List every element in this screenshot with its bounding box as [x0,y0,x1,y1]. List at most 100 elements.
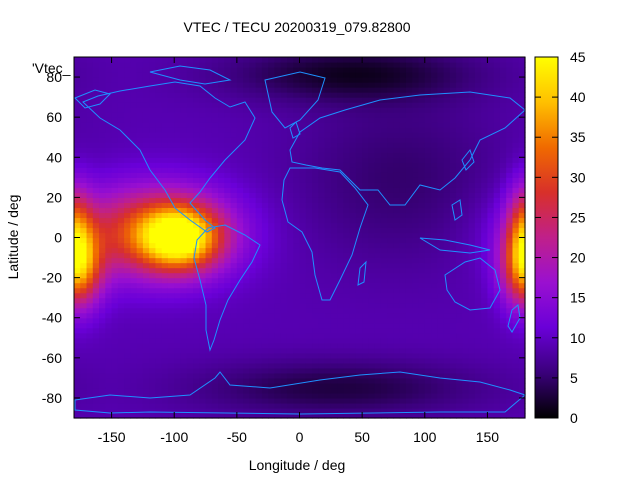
heatmap-cell [261,262,269,269]
heatmap-cell [249,322,257,329]
heatmap-cell [117,242,125,249]
heatmap-cell [468,412,476,419]
heatmap-cell [506,297,514,304]
heatmap-cell [218,392,225,399]
heatmap-cell [199,167,207,173]
heatmap-cell [330,297,338,304]
heatmap-cell [255,117,263,123]
heatmap-cell [167,402,175,409]
heatmap-cell [293,82,301,88]
heatmap-cell [255,262,263,269]
heatmap-cell [449,87,457,93]
heatmap-cell [293,377,301,384]
heatmap-cell [80,327,88,334]
heatmap-cell [180,342,188,349]
heatmap-cell [362,412,369,419]
heatmap-cell [299,67,307,73]
heatmap-cell [161,342,169,349]
heatmap-cell [149,242,157,249]
heatmap-cell [236,397,244,404]
heatmap-cell [449,412,457,419]
heatmap-cell [299,262,307,269]
heatmap-cell [374,347,382,354]
heatmap-cell [243,217,250,224]
heatmap-cell [387,152,395,158]
heatmap-cell [412,132,420,138]
heatmap-cell [318,257,326,264]
heatmap-cell [130,122,138,128]
heatmap-cell [99,362,106,369]
heatmap-cell [249,267,257,274]
heatmap-cell [318,227,326,234]
heatmap-cell [124,267,131,274]
heatmap-cell [211,337,219,344]
heatmap-cell [374,207,382,214]
heatmap-cell [399,137,407,143]
heatmap-cell [468,87,476,93]
heatmap-cell [174,197,182,203]
heatmap-cell [249,82,257,88]
heatmap-cell [318,127,326,133]
heatmap-cell [474,272,482,279]
heatmap-cell [249,302,257,309]
heatmap-cell [312,387,319,394]
heatmap-cell [280,297,288,304]
heatmap-cell [236,257,244,264]
heatmap-cell [261,277,269,284]
heatmap-cell [117,212,125,219]
heatmap-cell [324,202,332,209]
heatmap-cell [117,57,125,63]
heatmap-cell [80,102,88,108]
heatmap-cell [387,137,395,143]
heatmap-cell [368,382,376,389]
heatmap-cell [180,197,188,203]
heatmap-cell [349,317,357,324]
heatmap-cell [105,277,113,284]
heatmap-cell [255,322,263,329]
heatmap-cell [368,317,376,324]
heatmap-cell [412,302,420,309]
heatmap-cell [261,342,269,349]
heatmap-cell [111,257,119,264]
heatmap-cell [380,267,388,274]
heatmap-cell [80,157,88,163]
heatmap-cell [117,387,125,394]
heatmap-cell [368,202,376,209]
heatmap-cell [136,212,144,219]
heatmap-cell [318,387,326,394]
heatmap-cell [130,277,138,284]
heatmap-cell [167,332,175,339]
heatmap-cell [362,117,369,123]
heatmap-cell [92,62,100,68]
heatmap-cell [443,177,451,183]
heatmap-cell [99,222,106,229]
heatmap-cell [424,222,432,229]
heatmap-cell [387,232,395,239]
heatmap-cell [456,182,463,188]
heatmap-cell [387,397,395,404]
heatmap-cell [280,257,288,264]
heatmap-cell [161,347,169,354]
heatmap-cell [481,342,489,349]
heatmap-cell [324,317,332,324]
heatmap-cell [236,242,244,249]
heatmap-cell [412,387,420,394]
heatmap-cell [312,252,319,259]
heatmap-cell [405,97,413,103]
heatmap-cell [431,402,438,409]
heatmap-cell [343,402,351,409]
heatmap-cell [343,157,351,163]
heatmap-cell [124,162,131,168]
heatmap-cell [186,132,194,138]
heatmap-cell [337,347,344,354]
heatmap-cell [418,112,426,118]
heatmap-cell [124,247,131,254]
heatmap-cell [111,407,119,414]
heatmap-cell [174,97,182,103]
heatmap-cell [136,342,144,349]
heatmap-cell [481,222,489,229]
heatmap-cell [387,97,395,103]
heatmap-cell [487,282,495,289]
heatmap-cell [167,412,175,419]
heatmap-cell [387,62,395,68]
